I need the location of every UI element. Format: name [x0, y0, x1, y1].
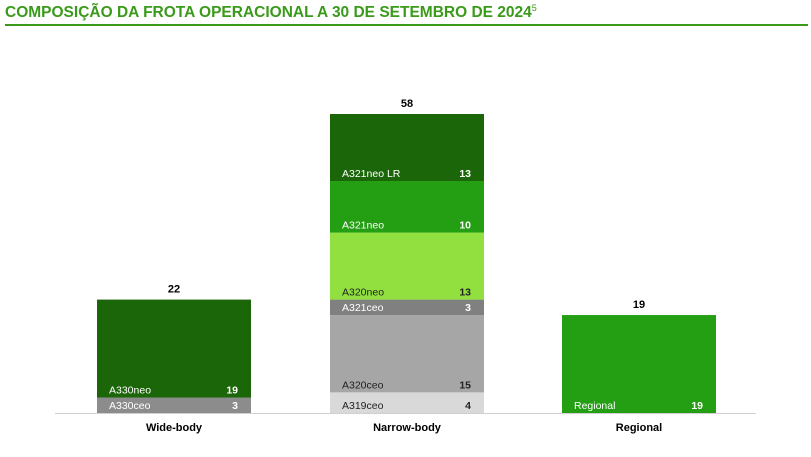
- bar-segment-regional: [562, 315, 716, 413]
- segment-value-a321neo-lr: 13: [459, 168, 471, 180]
- segment-value-a330neo: 19: [226, 385, 238, 397]
- segment-label-a320neo: A320neo: [342, 287, 384, 299]
- segment-label-a330neo: A330neo: [109, 385, 151, 397]
- total-label-wide-body: 22: [168, 284, 180, 296]
- segment-value-a320ceo: 15: [459, 379, 471, 391]
- bar-segment-a321neo-lr: [330, 114, 484, 182]
- category-label-regional: Regional: [616, 422, 662, 434]
- segment-label-a319ceo: A319ceo: [342, 400, 384, 412]
- segment-value-a319ceo: 4: [465, 400, 471, 412]
- segment-label-a321ceo: A321ceo: [342, 302, 384, 314]
- bar-segment-a320ceo: [330, 315, 484, 393]
- segment-label-a321neo: A321neo: [342, 220, 384, 232]
- bar-segment-a321neo: [330, 181, 484, 233]
- segment-value-a321neo: 10: [459, 220, 471, 232]
- segment-label-a330ceo: A330ceo: [109, 400, 151, 412]
- segment-value-regional: 19: [691, 400, 703, 412]
- segment-value-a320neo: 13: [459, 287, 471, 299]
- segment-label-a320ceo: A320ceo: [342, 379, 384, 391]
- total-label-narrow-body: 58: [401, 98, 413, 110]
- segment-label-a321neo-lr: A321neo LR: [342, 168, 401, 180]
- category-label-wide-body: Wide-body: [146, 422, 203, 434]
- bar-segment-a330ceo: [97, 397, 251, 413]
- bar-segment-a320neo: [330, 232, 484, 300]
- page-title: COMPOSIÇÃO DA FROTA OPERACIONAL A 30 DE …: [5, 3, 537, 21]
- footnote-mark: 5: [531, 3, 537, 13]
- bar-segment-a319ceo: [330, 392, 484, 413]
- title-underline: [5, 24, 808, 26]
- bar-segment-a321ceo: [330, 299, 484, 316]
- segment-value-a321ceo: 3: [465, 302, 471, 314]
- bar-segment-a330neo: [97, 299, 251, 398]
- segment-label-regional: Regional: [574, 400, 615, 412]
- category-label-narrow-body: Narrow-body: [373, 422, 442, 434]
- total-label-regional: 19: [633, 299, 645, 311]
- segment-value-a330ceo: 3: [232, 400, 238, 412]
